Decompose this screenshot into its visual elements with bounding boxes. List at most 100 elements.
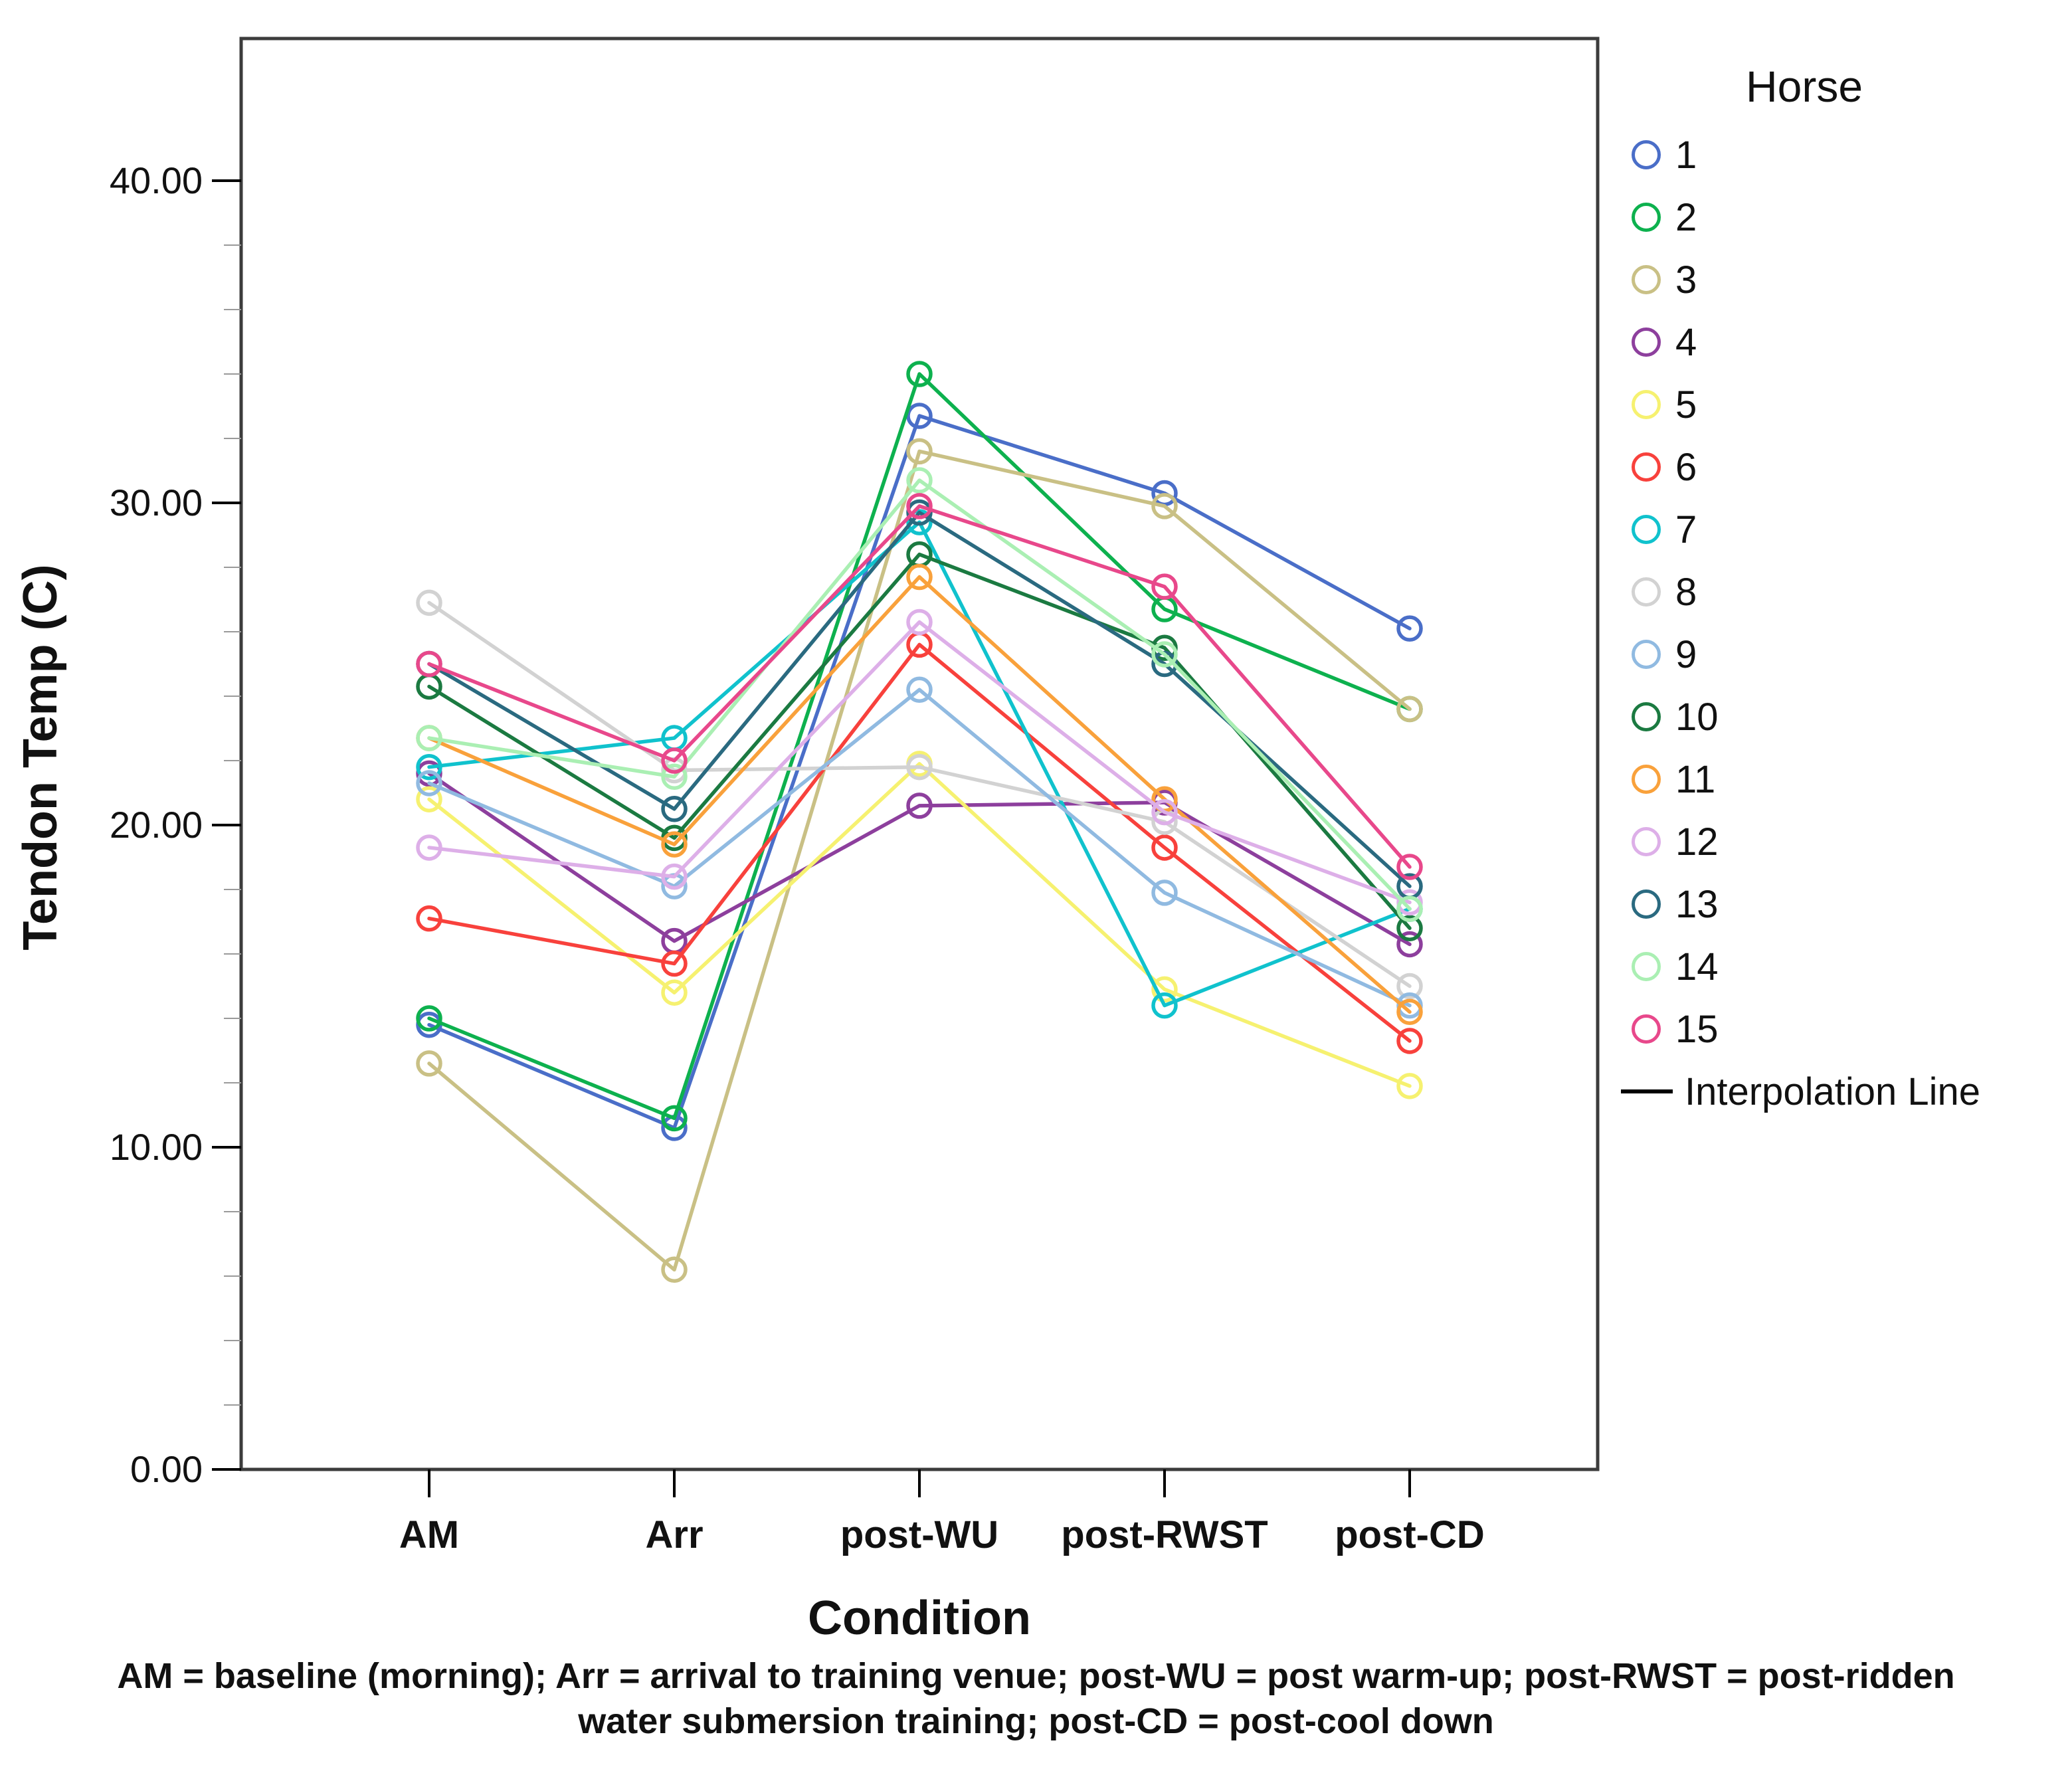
legend-item-horse-12: 12 [1621,810,1980,873]
legend-item-horse-5: 5 [1621,373,1980,436]
series-line-horse-12 [427,620,1412,905]
data-point-horse-5-post-RWST [1151,976,1178,1003]
x-axis-title: Condition [808,1592,1031,1645]
data-point-horse-15-post-RWST [1151,573,1178,600]
data-point-horse-3-post-WU [906,438,933,465]
legend-item-label: 3 [1675,258,1697,302]
legend-marker-icon [1632,203,1661,232]
legend-item-horse-7: 7 [1621,498,1980,561]
legend-item-horse-10: 10 [1621,686,1980,748]
series-line-horse-11 [427,575,1412,1014]
figure-caption-line2: water submersion training; post-CD = pos… [578,1701,1494,1741]
data-point-horse-15-post-CD [1396,854,1423,880]
legend-item-horse-4: 4 [1621,311,1980,373]
data-point-horse-9-post-WU [906,676,933,703]
legend-item-interpolation-line: Interpolation Line [1621,1060,1980,1123]
legend-marker-icon [1632,702,1661,731]
legend-item-horse-3: 3 [1621,248,1980,311]
legend-item-horse-8: 8 [1621,561,1980,623]
legend-marker-icon [1632,265,1661,294]
legend: 1 2 3 4 5 6 7 8 9 10 11 12 13 14 15 Interpolation Line [1621,124,1980,1123]
data-point-horse-2-post-WU [906,361,933,387]
legend-marker-icon [1632,390,1661,419]
data-point-horse-6-Arr [661,950,688,977]
data-point-horse-4-post-CD [1396,931,1423,958]
x-tick-label: post-RWST [1061,1513,1268,1556]
data-point-horse-14-post-CD [1396,895,1423,922]
data-point-horse-2-Arr [661,1105,688,1132]
legend-marker-icon [1632,827,1661,856]
series-line-horse-1 [427,414,1412,1130]
axis-ticks: 0.00 10.00 20.00 30.00 40.00 AM Arr post-WU post… [110,159,1485,1556]
data-point-horse-1-post-WU [906,403,933,429]
legend-item-label: 11 [1675,757,1716,801]
data-point-horse-6-post-RWST [1151,834,1178,861]
legend-item-horse-2: 2 [1621,186,1980,248]
data-point-horse-14-post-RWST [1151,641,1178,668]
series-line-horse-4 [427,771,1412,947]
data-point-horse-15-AM [416,650,442,678]
data-point-horse-3-post-RWST [1151,493,1178,519]
data-point-horse-3-Arr [661,1256,688,1283]
legend-marker-icon [1632,577,1661,607]
data-point-horse-3-AM [416,1050,442,1077]
data-point-horse-6-AM [416,905,442,932]
data-point-horse-2-AM [416,1005,442,1032]
data-point-horse-5-Arr [661,979,688,1006]
figure-caption-line1: AM = baseline (morning); Arr = arrival t… [117,1656,1955,1696]
legend-item-label: 14 [1675,945,1719,988]
legend-marker-icon [1632,640,1661,669]
y-tick-label: 10.00 [110,1126,203,1168]
legend-item-label: 1 [1675,133,1697,177]
y-tick-label: 30.00 [110,482,203,523]
legend-item-label: 8 [1675,570,1697,614]
legend-item-label: 5 [1675,383,1697,426]
legend-marker-icon [1632,952,1661,981]
legend-title: Horse [1746,62,1863,111]
legend-marker-icon [1632,327,1661,357]
legend-item-label: Interpolation Line [1685,1070,1980,1113]
data-point-horse-8-AM [416,589,442,616]
data-point-horse-15-post-WU [906,493,933,519]
legend-marker-icon [1632,889,1661,919]
x-tick-label: post-CD [1335,1513,1485,1556]
legend-item-label: 9 [1675,632,1697,676]
legend-item-horse-6: 6 [1621,436,1980,498]
y-tick-label: 20.00 [110,804,203,846]
legend-item-horse-1: 1 [1621,124,1980,186]
data-point-horse-11-post-CD [1396,998,1423,1026]
series-line-horse-3 [427,449,1412,1272]
legend-item-horse-9: 9 [1621,623,1980,686]
data-point-horse-1-post-CD [1396,615,1423,642]
data-series [416,361,1423,1283]
data-point-horse-12-post-WU [906,608,933,636]
legend-item-label: 6 [1675,445,1697,489]
data-point-horse-5-post-CD [1396,1073,1423,1099]
legend-marker-icon [1632,515,1661,544]
data-point-horse-15-Arr [661,747,688,774]
legend-marker-icon [1632,452,1661,482]
legend-item-label: 13 [1675,882,1719,926]
data-point-horse-6-post-CD [1396,1028,1423,1054]
series-line-horse-8 [427,601,1412,988]
data-point-horse-12-AM [416,834,442,861]
series-line-horse-5 [427,762,1412,1088]
legend-marker-icon [1632,140,1661,169]
data-point-horse-14-Arr [661,763,688,790]
series-line-horse-6 [427,642,1412,1043]
legend-item-horse-13: 13 [1621,873,1980,935]
data-point-horse-14-AM [416,725,442,751]
legend-item-label: 15 [1675,1007,1719,1051]
data-point-horse-14-post-WU [906,467,933,494]
data-point-horse-9-AM [416,770,442,796]
data-point-horse-4-post-WU [906,793,933,819]
series-line-horse-15 [427,504,1412,869]
data-point-horse-7-post-RWST [1151,992,1178,1019]
interpolation-line-icon [1621,1089,1673,1093]
legend-item-horse-14: 14 [1621,935,1980,998]
x-tick-label: post-WU [840,1513,998,1556]
series-line-horse-14 [427,478,1412,911]
legend-marker-icon [1632,765,1661,794]
